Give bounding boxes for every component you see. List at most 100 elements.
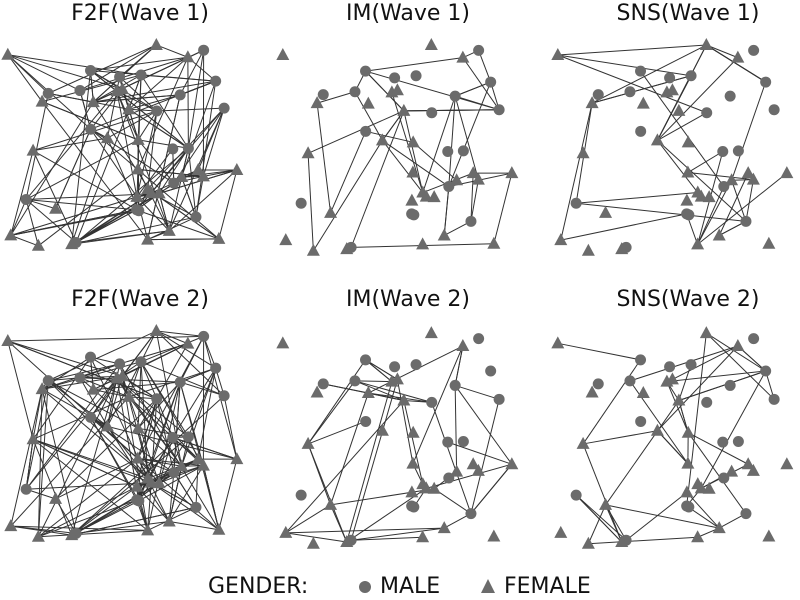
edge bbox=[25, 93, 49, 200]
edge bbox=[285, 504, 331, 534]
node-female bbox=[585, 385, 599, 398]
node-female bbox=[691, 530, 705, 543]
edge bbox=[76, 520, 170, 534]
edge bbox=[137, 381, 181, 429]
edge bbox=[41, 101, 149, 240]
edge bbox=[32, 438, 148, 531]
edge bbox=[71, 378, 118, 536]
node-female bbox=[375, 423, 389, 436]
network bbox=[276, 38, 519, 256]
edge bbox=[137, 110, 158, 141]
node-male bbox=[151, 393, 163, 405]
node-female bbox=[487, 529, 501, 542]
node-male bbox=[410, 359, 422, 371]
edge bbox=[107, 110, 157, 139]
edge bbox=[678, 364, 692, 401]
node-female bbox=[681, 456, 695, 469]
node-female bbox=[191, 452, 205, 465]
node-male bbox=[449, 90, 461, 102]
edge bbox=[137, 428, 152, 483]
edge bbox=[128, 361, 142, 398]
edge bbox=[666, 381, 689, 433]
edge bbox=[71, 500, 140, 536]
edge bbox=[678, 370, 766, 402]
node-female bbox=[419, 481, 433, 494]
edge bbox=[10, 525, 72, 536]
node-female bbox=[86, 95, 100, 108]
node-female bbox=[505, 457, 519, 470]
node-female bbox=[405, 485, 419, 498]
node-female bbox=[31, 238, 45, 251]
edge bbox=[307, 359, 366, 445]
edge bbox=[307, 110, 405, 154]
node-female bbox=[122, 102, 136, 115]
edge bbox=[179, 49, 205, 96]
edge bbox=[38, 529, 148, 538]
edge bbox=[731, 180, 747, 222]
node-female bbox=[681, 135, 695, 148]
edge bbox=[156, 343, 189, 399]
edge bbox=[147, 216, 197, 241]
edge bbox=[557, 54, 692, 77]
node-male bbox=[349, 86, 361, 98]
edge bbox=[422, 95, 456, 193]
edge bbox=[403, 109, 500, 112]
node-male bbox=[408, 501, 420, 513]
node-female bbox=[487, 236, 501, 249]
node-female bbox=[699, 38, 713, 51]
node-male bbox=[592, 89, 604, 101]
edge bbox=[195, 459, 199, 508]
node-female bbox=[324, 497, 338, 510]
edge bbox=[316, 91, 356, 104]
edge bbox=[223, 395, 238, 460]
node-female bbox=[780, 166, 794, 179]
node-male bbox=[360, 415, 372, 427]
edge bbox=[55, 458, 139, 500]
edge bbox=[41, 74, 142, 103]
edge bbox=[448, 81, 492, 187]
edge bbox=[147, 94, 181, 240]
node-female bbox=[680, 193, 694, 206]
edge bbox=[48, 330, 157, 382]
edge bbox=[686, 492, 720, 529]
node-female bbox=[731, 50, 745, 63]
node-female bbox=[694, 189, 708, 202]
node-male bbox=[218, 102, 230, 114]
node-female bbox=[130, 189, 144, 202]
edge bbox=[90, 417, 140, 502]
node-male bbox=[701, 107, 713, 119]
edge bbox=[180, 381, 225, 397]
edge bbox=[137, 57, 189, 170]
edge bbox=[179, 382, 204, 466]
edge bbox=[745, 179, 754, 222]
edge bbox=[33, 137, 108, 152]
edge bbox=[137, 398, 158, 459]
edge bbox=[582, 443, 623, 543]
node-female bbox=[181, 50, 195, 63]
node-male bbox=[570, 197, 582, 209]
edge bbox=[150, 482, 220, 531]
node-female bbox=[466, 457, 480, 470]
node-male bbox=[114, 358, 126, 370]
edge bbox=[197, 367, 217, 460]
node-female bbox=[437, 521, 451, 534]
node-male bbox=[151, 105, 163, 117]
node-male bbox=[457, 435, 469, 447]
edge bbox=[106, 361, 142, 427]
edge bbox=[687, 172, 754, 181]
edge bbox=[462, 57, 500, 110]
node-female bbox=[230, 452, 244, 465]
node-male bbox=[685, 70, 697, 82]
node-female bbox=[746, 463, 760, 476]
edge bbox=[657, 430, 689, 464]
edge bbox=[173, 107, 225, 184]
edge bbox=[41, 101, 139, 141]
node-female bbox=[551, 336, 565, 349]
edge bbox=[71, 395, 225, 536]
nodes bbox=[1, 324, 244, 542]
edge bbox=[48, 363, 120, 382]
node-female bbox=[416, 237, 430, 250]
edge bbox=[137, 458, 204, 467]
node-male bbox=[190, 501, 202, 513]
node-male bbox=[410, 70, 422, 82]
